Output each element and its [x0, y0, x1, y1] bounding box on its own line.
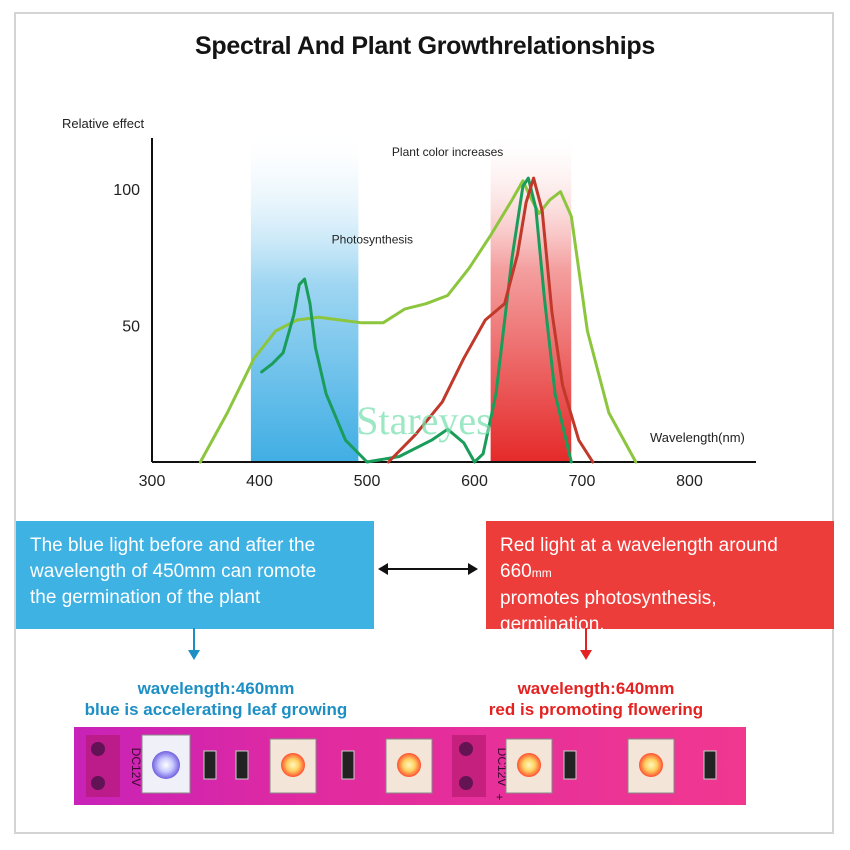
led-red-2 [397, 753, 421, 777]
red-light-info-box: Red light at a wavelength around 660mm p… [486, 521, 834, 661]
x-tick-400: 400 [246, 473, 273, 490]
red-down-arrow-icon [580, 628, 592, 660]
spectrum-chart: 300 400 500 600 700 800 50 100 Relative effect Wa… [62, 116, 756, 490]
red-wavelength-label: wavelength:640mm red is promoting flower… [446, 678, 746, 720]
led-package-3 [385, 738, 433, 794]
strip-pads [86, 735, 486, 797]
x-tick-500: 500 [354, 473, 381, 490]
red-box-line-3: flowering, and fruiting of the plant [500, 640, 780, 661]
red-box-line-1: Red light at a wavelength around 660mm [500, 533, 820, 586]
led-strip-photo: DC12V DC12V + [74, 727, 746, 805]
series-line-1 [198, 179, 638, 464]
strip-resistors [203, 750, 717, 780]
x-tick-800: 800 [676, 473, 703, 490]
x-tick-700: 700 [569, 473, 596, 490]
led-red-4 [639, 753, 663, 777]
blue-band [250, 138, 359, 462]
led-red-3 [517, 753, 541, 777]
red-box-unit: mm [531, 566, 552, 580]
strip-plus-marking: + [496, 790, 503, 804]
y-axis-label: Relative effect [62, 116, 145, 131]
red-wavelength-value: wavelength:640mm [517, 679, 675, 698]
led-red-1 [281, 753, 305, 777]
series-line-3 [387, 176, 595, 464]
blue-box-line-2: wavelength of 450mm can romote [30, 561, 317, 582]
annotation-1: Photosynthesis [332, 233, 413, 247]
series-line-2 [260, 176, 573, 464]
x-tick-300: 300 [139, 473, 166, 490]
blue-wavelength-value: wavelength:460mm [137, 679, 295, 698]
blue-light-info-box: The blue light before and after the wave… [16, 521, 374, 629]
watermark-text: Stareyes [356, 398, 492, 443]
x-axis-label: Wavelength(nm) [650, 430, 745, 445]
blue-box-line-1: The blue light before and after the [30, 535, 316, 556]
strip-leds [141, 734, 675, 794]
x-tick-600: 600 [461, 473, 488, 490]
red-box-line-2: promotes photosynthesis, germination, [500, 588, 717, 635]
blue-wavelength-caption: blue is accelerating leaf growing [84, 700, 348, 719]
blue-wavelength-label: wavelength:460mm blue is accelerating le… [56, 678, 376, 720]
y-tick-100: 100 [113, 182, 140, 199]
double-arrow-icon [378, 563, 478, 575]
blue-down-arrow-icon [188, 628, 200, 660]
annotation-2: Plant color increases [392, 145, 503, 159]
red-box-line-1-text: Red light at a wavelength around 660 [500, 535, 778, 582]
blue-box-line-3: the germination of the plant [30, 587, 261, 608]
y-tick-50: 50 [122, 319, 140, 336]
page-title: Spectral And Plant Growthrelationships [195, 32, 655, 60]
led-blue [152, 751, 180, 779]
red-wavelength-caption: red is promoting flowering [488, 700, 704, 719]
strip-marking-1: DC12V [129, 748, 143, 787]
